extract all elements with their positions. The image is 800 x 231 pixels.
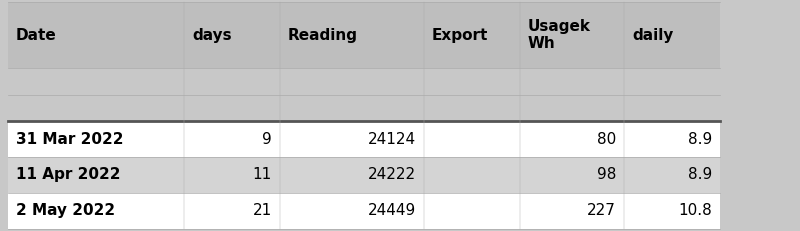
Text: Date: Date (16, 28, 57, 43)
Bar (280, 193, 424, 229)
Bar (424, 157, 520, 193)
Bar (8, 2, 184, 68)
Bar (8, 95, 184, 121)
Bar (624, 95, 720, 121)
Bar (624, 121, 720, 157)
Text: 24449: 24449 (368, 203, 416, 218)
Text: days: days (192, 28, 232, 43)
Bar (520, 193, 624, 229)
Text: 227: 227 (587, 203, 616, 218)
Bar (280, 95, 424, 121)
Bar (520, 121, 624, 157)
Text: Usagek
Wh: Usagek Wh (528, 19, 591, 52)
Bar (624, 193, 720, 229)
Bar (520, 2, 624, 68)
Bar (624, 157, 720, 193)
Text: 9: 9 (262, 132, 272, 147)
Bar (8, 157, 184, 193)
Text: Export: Export (432, 28, 488, 43)
Text: daily: daily (632, 28, 674, 43)
Bar (184, 157, 280, 193)
Text: 21: 21 (253, 203, 272, 218)
Bar (8, 193, 184, 229)
Bar (424, 121, 520, 157)
Bar (520, 157, 624, 193)
Bar (8, 68, 184, 95)
Text: 24124: 24124 (368, 132, 416, 147)
Bar (520, 95, 624, 121)
Bar (184, 121, 280, 157)
Bar (280, 2, 424, 68)
Bar (280, 121, 424, 157)
Bar (184, 2, 280, 68)
Bar (424, 193, 520, 229)
Bar (280, 68, 424, 95)
Text: 11: 11 (253, 167, 272, 182)
Bar (424, 68, 520, 95)
Text: 8.9: 8.9 (688, 132, 712, 147)
Bar (184, 68, 280, 95)
Text: 8.9: 8.9 (688, 167, 712, 182)
Bar (624, 2, 720, 68)
Bar (424, 95, 520, 121)
Text: 2 May 2022: 2 May 2022 (16, 203, 115, 218)
Bar (184, 193, 280, 229)
Bar (424, 2, 520, 68)
Bar (184, 95, 280, 121)
Bar (280, 157, 424, 193)
Text: 80: 80 (597, 132, 616, 147)
Text: Reading: Reading (288, 28, 358, 43)
Bar (8, 121, 184, 157)
Bar (624, 68, 720, 95)
Text: 11 Apr 2022: 11 Apr 2022 (16, 167, 121, 182)
Text: 98: 98 (597, 167, 616, 182)
Bar (520, 68, 624, 95)
Text: 10.8: 10.8 (678, 203, 712, 218)
Text: 24222: 24222 (368, 167, 416, 182)
Text: 31 Mar 2022: 31 Mar 2022 (16, 132, 123, 147)
